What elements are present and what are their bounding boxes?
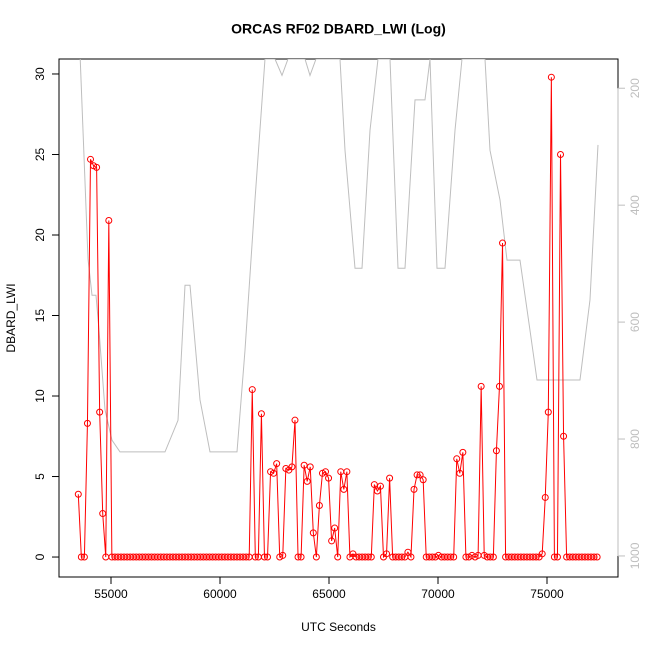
data-point: [242, 553, 250, 561]
data-point: [459, 448, 467, 456]
data-point: [456, 469, 464, 477]
data-point: [450, 553, 458, 561]
data-point: [77, 553, 85, 561]
data-point: [413, 471, 421, 479]
x-tick-label: 70000: [421, 587, 455, 601]
data-point: [373, 487, 381, 495]
data-point: [495, 382, 503, 390]
data-point: [557, 150, 565, 158]
data-point: [386, 474, 394, 482]
data-point: [550, 553, 558, 561]
x-tick-label: 55000: [94, 587, 128, 601]
y-axis-label: DBARD_LWI: [4, 283, 18, 352]
data-point: [248, 386, 256, 394]
y2-tick-label: 400: [628, 195, 642, 215]
data-point: [87, 155, 95, 163]
data-point: [306, 463, 314, 471]
data-point: [376, 482, 384, 490]
data-point: [547, 73, 555, 81]
data-point: [294, 553, 302, 561]
data-point: [453, 455, 461, 463]
data-point: [499, 239, 507, 247]
data-point: [343, 468, 351, 476]
data-point: [83, 419, 91, 427]
data-point: [367, 553, 375, 561]
data-point: [447, 553, 455, 561]
x-tick-label: 65000: [312, 587, 346, 601]
series-line: [79, 59, 599, 453]
data-point: [74, 490, 82, 498]
data-point: [312, 553, 320, 561]
data-point: [288, 463, 296, 471]
data-point: [492, 447, 500, 455]
data-point: [315, 502, 323, 510]
series-line: [77, 77, 598, 559]
chart-title: ORCAS RF02 DBARD_LWI (Log): [231, 21, 446, 37]
data-point: [99, 510, 107, 518]
data-point: [96, 408, 104, 416]
data-point: [331, 524, 339, 532]
data-point: [273, 460, 281, 468]
data-point: [291, 416, 299, 424]
data-point: [383, 550, 391, 558]
plot-area: [74, 59, 601, 561]
data-point: [364, 553, 372, 561]
plot-box: [58, 58, 619, 578]
y-tick-label: 15: [33, 309, 47, 323]
data-point: [486, 553, 494, 561]
data-point: [270, 469, 278, 477]
data-point: [477, 382, 485, 390]
data-point: [532, 553, 540, 561]
data-point: [340, 485, 348, 493]
x-tick-label: 75000: [530, 587, 564, 601]
data-point: [264, 553, 272, 561]
data-point: [553, 553, 561, 561]
x-tick-label: 60000: [203, 587, 237, 601]
data-point: [325, 474, 333, 482]
y-tick-label: 30: [33, 67, 47, 81]
data-point: [303, 477, 311, 485]
data-point: [410, 485, 418, 493]
x-axis-label: UTC Seconds: [301, 620, 376, 634]
data-point: [251, 553, 259, 561]
data-point: [541, 493, 549, 501]
data-point: [416, 471, 424, 479]
data-point: [260, 553, 268, 561]
data-point: [419, 476, 427, 484]
data-point: [398, 553, 406, 561]
data-point: [105, 217, 113, 225]
data-point: [322, 468, 330, 476]
data-point: [538, 550, 546, 558]
data-point: [489, 553, 497, 561]
y-tick-label: 5: [33, 473, 47, 480]
data-point: [93, 163, 101, 171]
y-tick-label: 10: [33, 389, 47, 403]
data-point: [279, 551, 287, 559]
y2-tick-label: 1000: [628, 542, 642, 569]
data-point: [309, 529, 317, 537]
y-tick-label: 25: [33, 147, 47, 161]
y-tick-label: 0: [33, 553, 47, 560]
data-point: [404, 548, 412, 556]
data-point: [328, 537, 336, 545]
y-tick-label: 20: [33, 228, 47, 242]
data-point: [544, 408, 552, 416]
y2-tick-label: 200: [628, 78, 642, 98]
data-point: [407, 553, 415, 561]
data-point: [297, 553, 305, 561]
y2-tick-label: 600: [628, 312, 642, 332]
data-point: [560, 432, 568, 440]
y2-tick-label: 800: [628, 429, 642, 449]
data-point: [590, 553, 598, 561]
data-point: [80, 553, 88, 561]
data-point: [257, 410, 265, 418]
data-point: [334, 553, 342, 561]
data-point: [593, 553, 601, 561]
